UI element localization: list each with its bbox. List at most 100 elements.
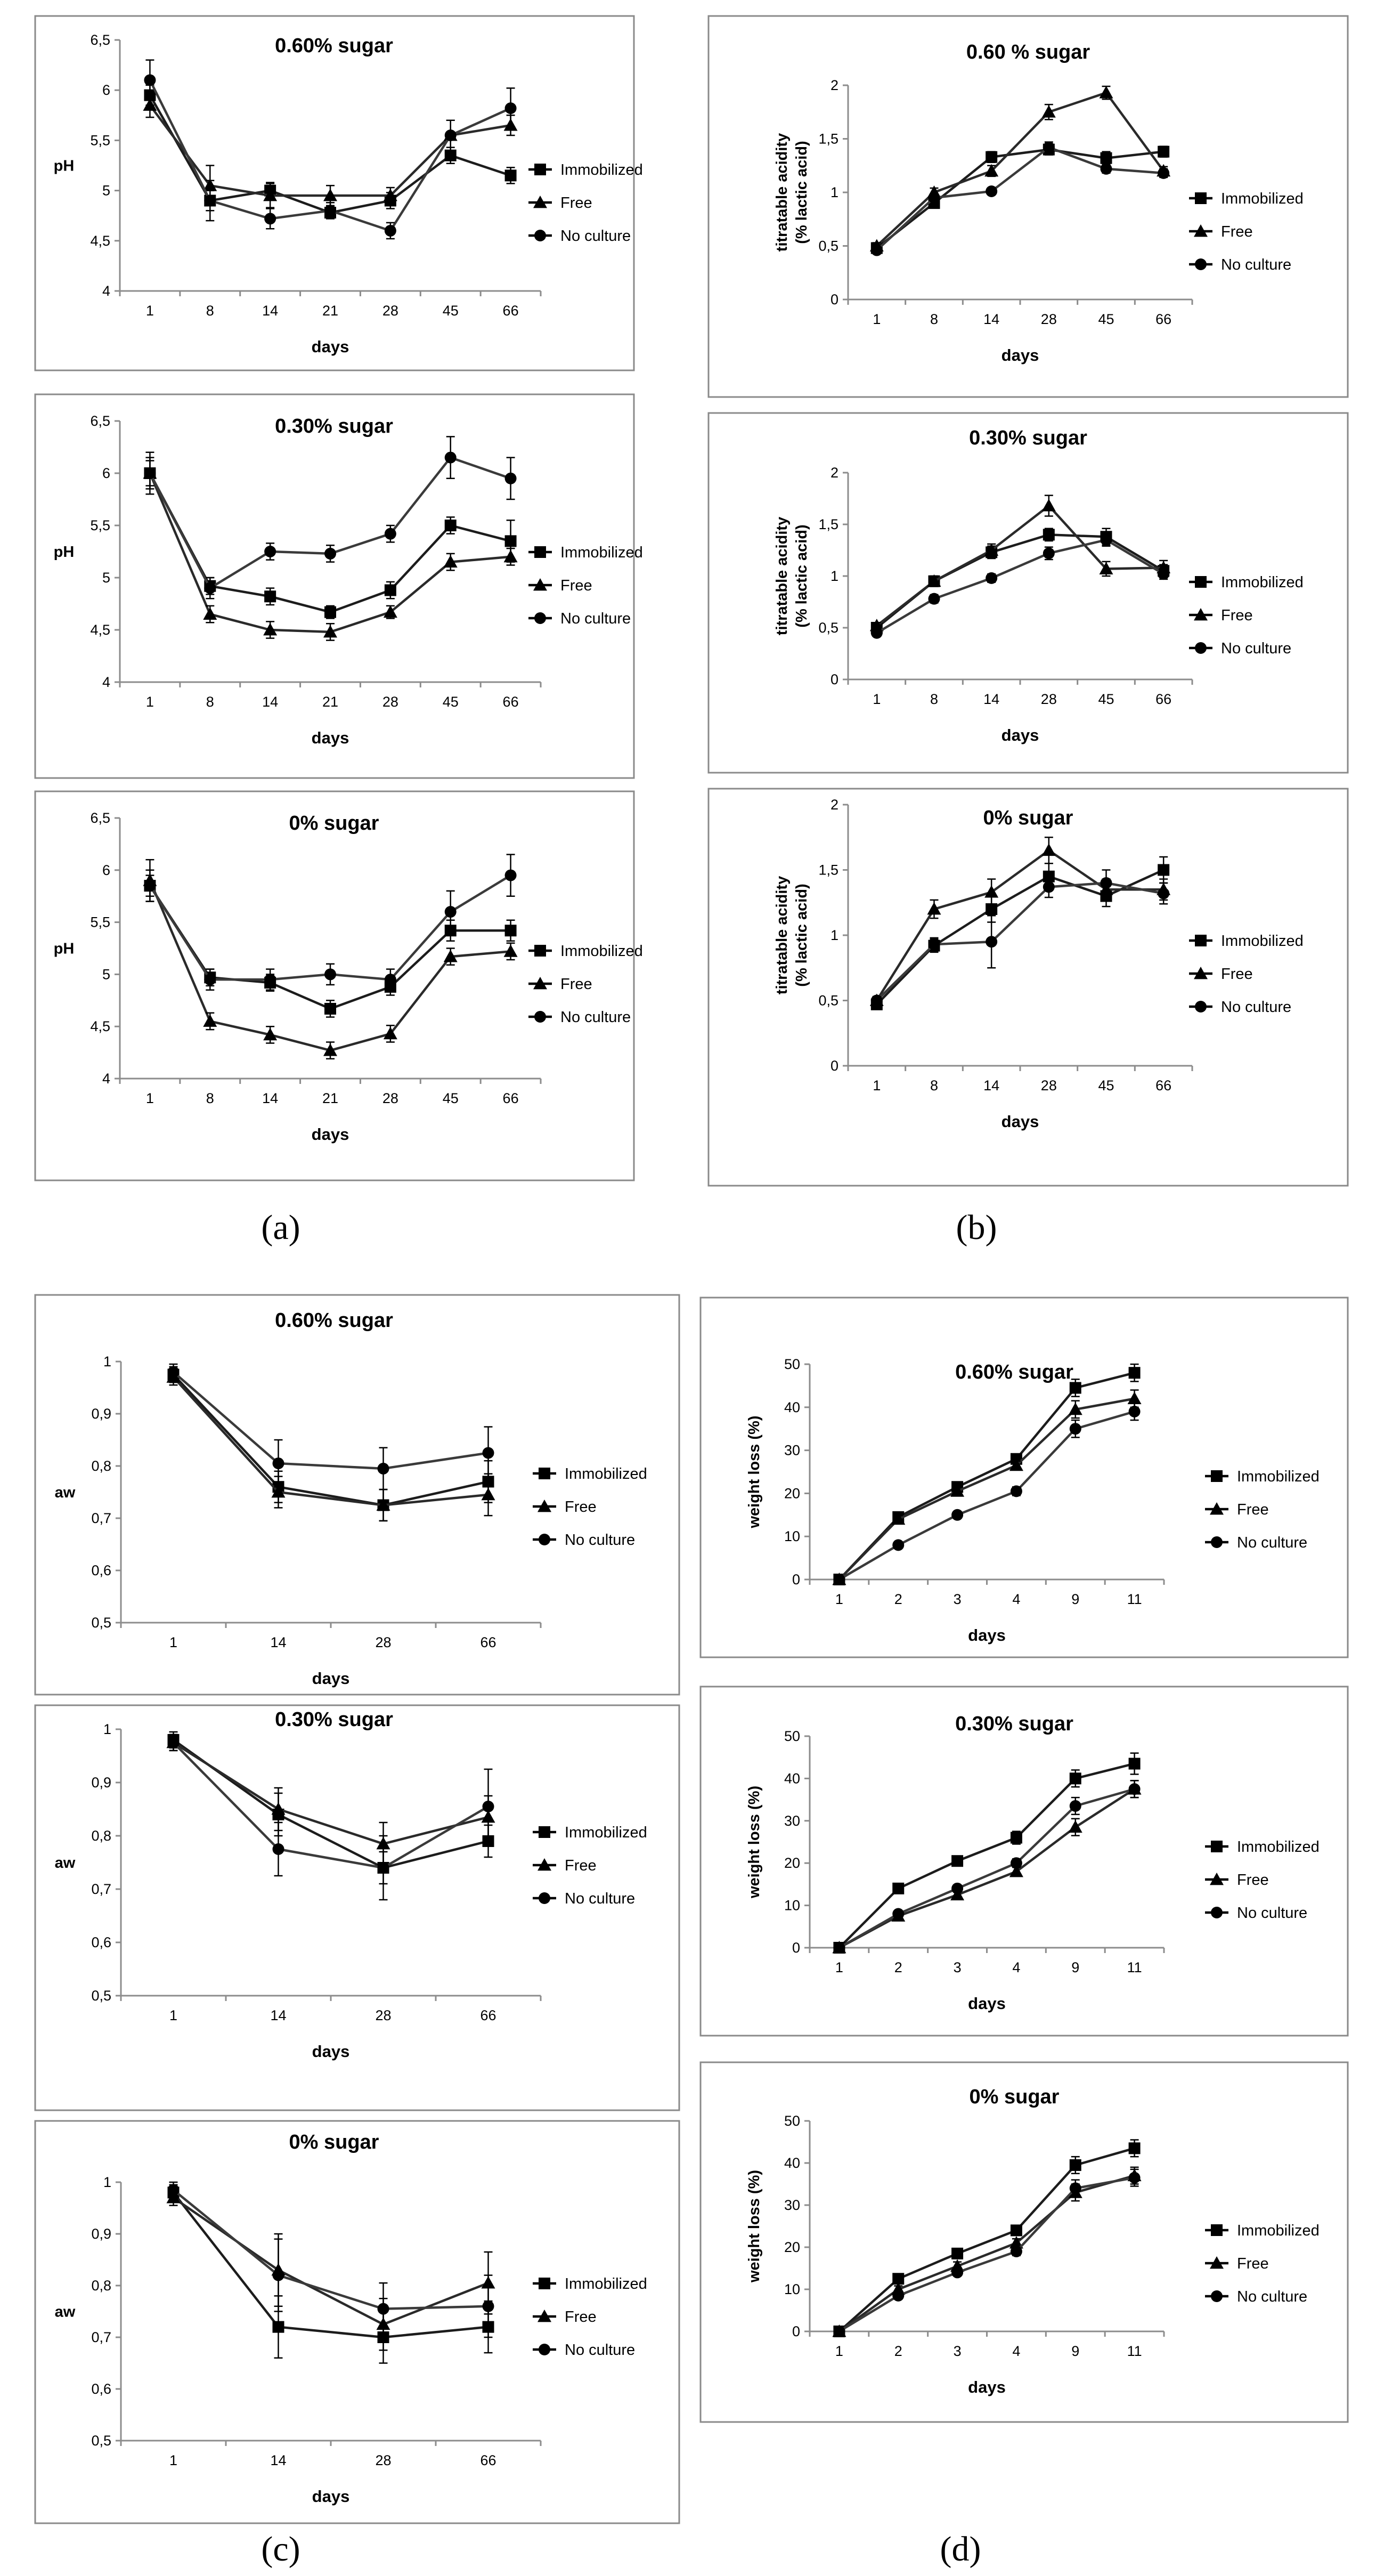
- data-point: [167, 1366, 180, 1378]
- data-point: [143, 98, 157, 111]
- data-point: [984, 164, 999, 177]
- data-point: [1158, 568, 1170, 580]
- data-point: [870, 994, 883, 1007]
- data-point: [271, 1802, 286, 1815]
- data-point: [892, 2289, 905, 2302]
- chart-title: 0.30% sugar: [955, 1713, 1073, 1735]
- legend-entry: No culture: [1205, 1905, 1307, 1922]
- series-free: [832, 1389, 1142, 1585]
- chart-frame: [707, 15, 1349, 398]
- y-axis-label: titratable acidity: [774, 517, 791, 635]
- y-tick-label: 50: [784, 2113, 800, 2129]
- data-point: [1068, 1820, 1082, 1833]
- series-free: [143, 858, 518, 1060]
- legend-entry: Immobilized: [1205, 2222, 1320, 2239]
- y-tick-label: 1: [831, 568, 838, 584]
- data-point: [482, 1447, 494, 1459]
- chart-panel-b3: 0 0,5 1 1,5 2 1 8 14 28 45 66 0% sugar days titratabl…: [707, 788, 1349, 1187]
- data-point: [443, 950, 458, 962]
- legend-marker: [538, 1858, 551, 1871]
- y-axis-label: pH: [54, 941, 75, 958]
- series-line: [838, 2176, 1135, 2332]
- data-point: [503, 944, 518, 957]
- x-axis-label: days: [312, 1669, 350, 1688]
- y-tick-label: 20: [784, 1855, 800, 1871]
- x-tick-label: 4: [1012, 1959, 1020, 1975]
- y-tick-label: 4,5: [90, 1018, 110, 1034]
- series-line: [876, 146, 1164, 252]
- legend-marker: [534, 1011, 546, 1023]
- chart-frame: [34, 790, 635, 1181]
- y-tick-label: 0,8: [91, 1458, 111, 1474]
- y-tick-label: 30: [784, 1443, 800, 1459]
- x-tick-label: 66: [480, 2452, 496, 2468]
- y-tick-label: 1: [103, 2174, 111, 2190]
- data-point: [1099, 86, 1113, 99]
- series-no-culture: [833, 1780, 1141, 1954]
- y-axis-label: pH: [54, 158, 75, 175]
- chart-title: 0.30% sugar: [275, 415, 393, 438]
- legend-marker: [534, 945, 546, 957]
- x-tick-label: 9: [1071, 1591, 1079, 1607]
- data-point: [1158, 864, 1170, 876]
- y-axis-label: aw: [55, 1854, 76, 1872]
- legend-marker: [533, 977, 547, 990]
- legend-marker: [534, 230, 546, 241]
- data-point: [144, 880, 156, 892]
- legend-label: Immobilized: [560, 943, 643, 960]
- x-tick-label: 66: [1155, 691, 1171, 707]
- series-line: [172, 1376, 488, 1506]
- data-point: [504, 925, 517, 937]
- series-no-culture: [167, 2181, 494, 2338]
- x-tick-label: 45: [1098, 691, 1114, 707]
- x-tick-label: 66: [480, 2007, 496, 2023]
- legend-marker: [1211, 2290, 1223, 2302]
- legend-marker: [1195, 935, 1207, 946]
- x-tick-label: 28: [382, 303, 398, 319]
- data-point: [1100, 534, 1112, 546]
- legend-entry: Free: [1189, 607, 1253, 624]
- y-tick-label: 0,7: [91, 1510, 111, 1526]
- data-point: [324, 205, 336, 217]
- legend-marker: [539, 1534, 550, 1545]
- data-point: [324, 606, 336, 618]
- data-point: [264, 213, 276, 225]
- data-point: [1069, 2159, 1081, 2171]
- legend-entry: Immobilized: [528, 544, 643, 561]
- data-point: [504, 169, 517, 182]
- y-tick-label: 0: [792, 1571, 800, 1587]
- data-point: [203, 1014, 217, 1027]
- data-point: [1128, 2172, 1141, 2184]
- y-tick-label: 4,5: [90, 622, 110, 638]
- legend-entry: Free: [533, 2308, 597, 2326]
- data-point: [383, 605, 397, 618]
- legend-label: Immobilized: [560, 161, 643, 179]
- data-point: [1128, 2142, 1141, 2154]
- data-point: [384, 584, 396, 596]
- data-point: [1100, 163, 1112, 175]
- x-tick-label: 3: [954, 1959, 962, 1975]
- legend-marker: [1211, 1470, 1223, 1482]
- x-tick-label: 66: [503, 303, 519, 319]
- legend-marker: [539, 2278, 550, 2289]
- data-point: [951, 2247, 964, 2259]
- data-point: [1100, 877, 1112, 889]
- legend-marker: [1210, 1502, 1224, 1515]
- data-point: [950, 1484, 965, 1497]
- y-tick-label: 1,5: [818, 862, 838, 878]
- chart-frame: [34, 15, 635, 371]
- data-point: [892, 1908, 905, 1920]
- data-point: [204, 974, 216, 986]
- chart-title: 0% sugar: [289, 2131, 379, 2153]
- data-point: [264, 590, 276, 603]
- data-point: [986, 903, 998, 915]
- x-tick-label: 8: [206, 694, 214, 710]
- legend-marker: [1210, 1873, 1224, 1885]
- legend-marker: [1195, 576, 1207, 588]
- series-line: [838, 1762, 1135, 1949]
- legend-label: Immobilized: [1221, 574, 1304, 591]
- series-no-culture: [833, 1402, 1141, 1585]
- x-tick-label: 14: [262, 1090, 278, 1106]
- y-tick-label: 0,9: [91, 1775, 111, 1791]
- x-tick-label: 45: [443, 694, 459, 710]
